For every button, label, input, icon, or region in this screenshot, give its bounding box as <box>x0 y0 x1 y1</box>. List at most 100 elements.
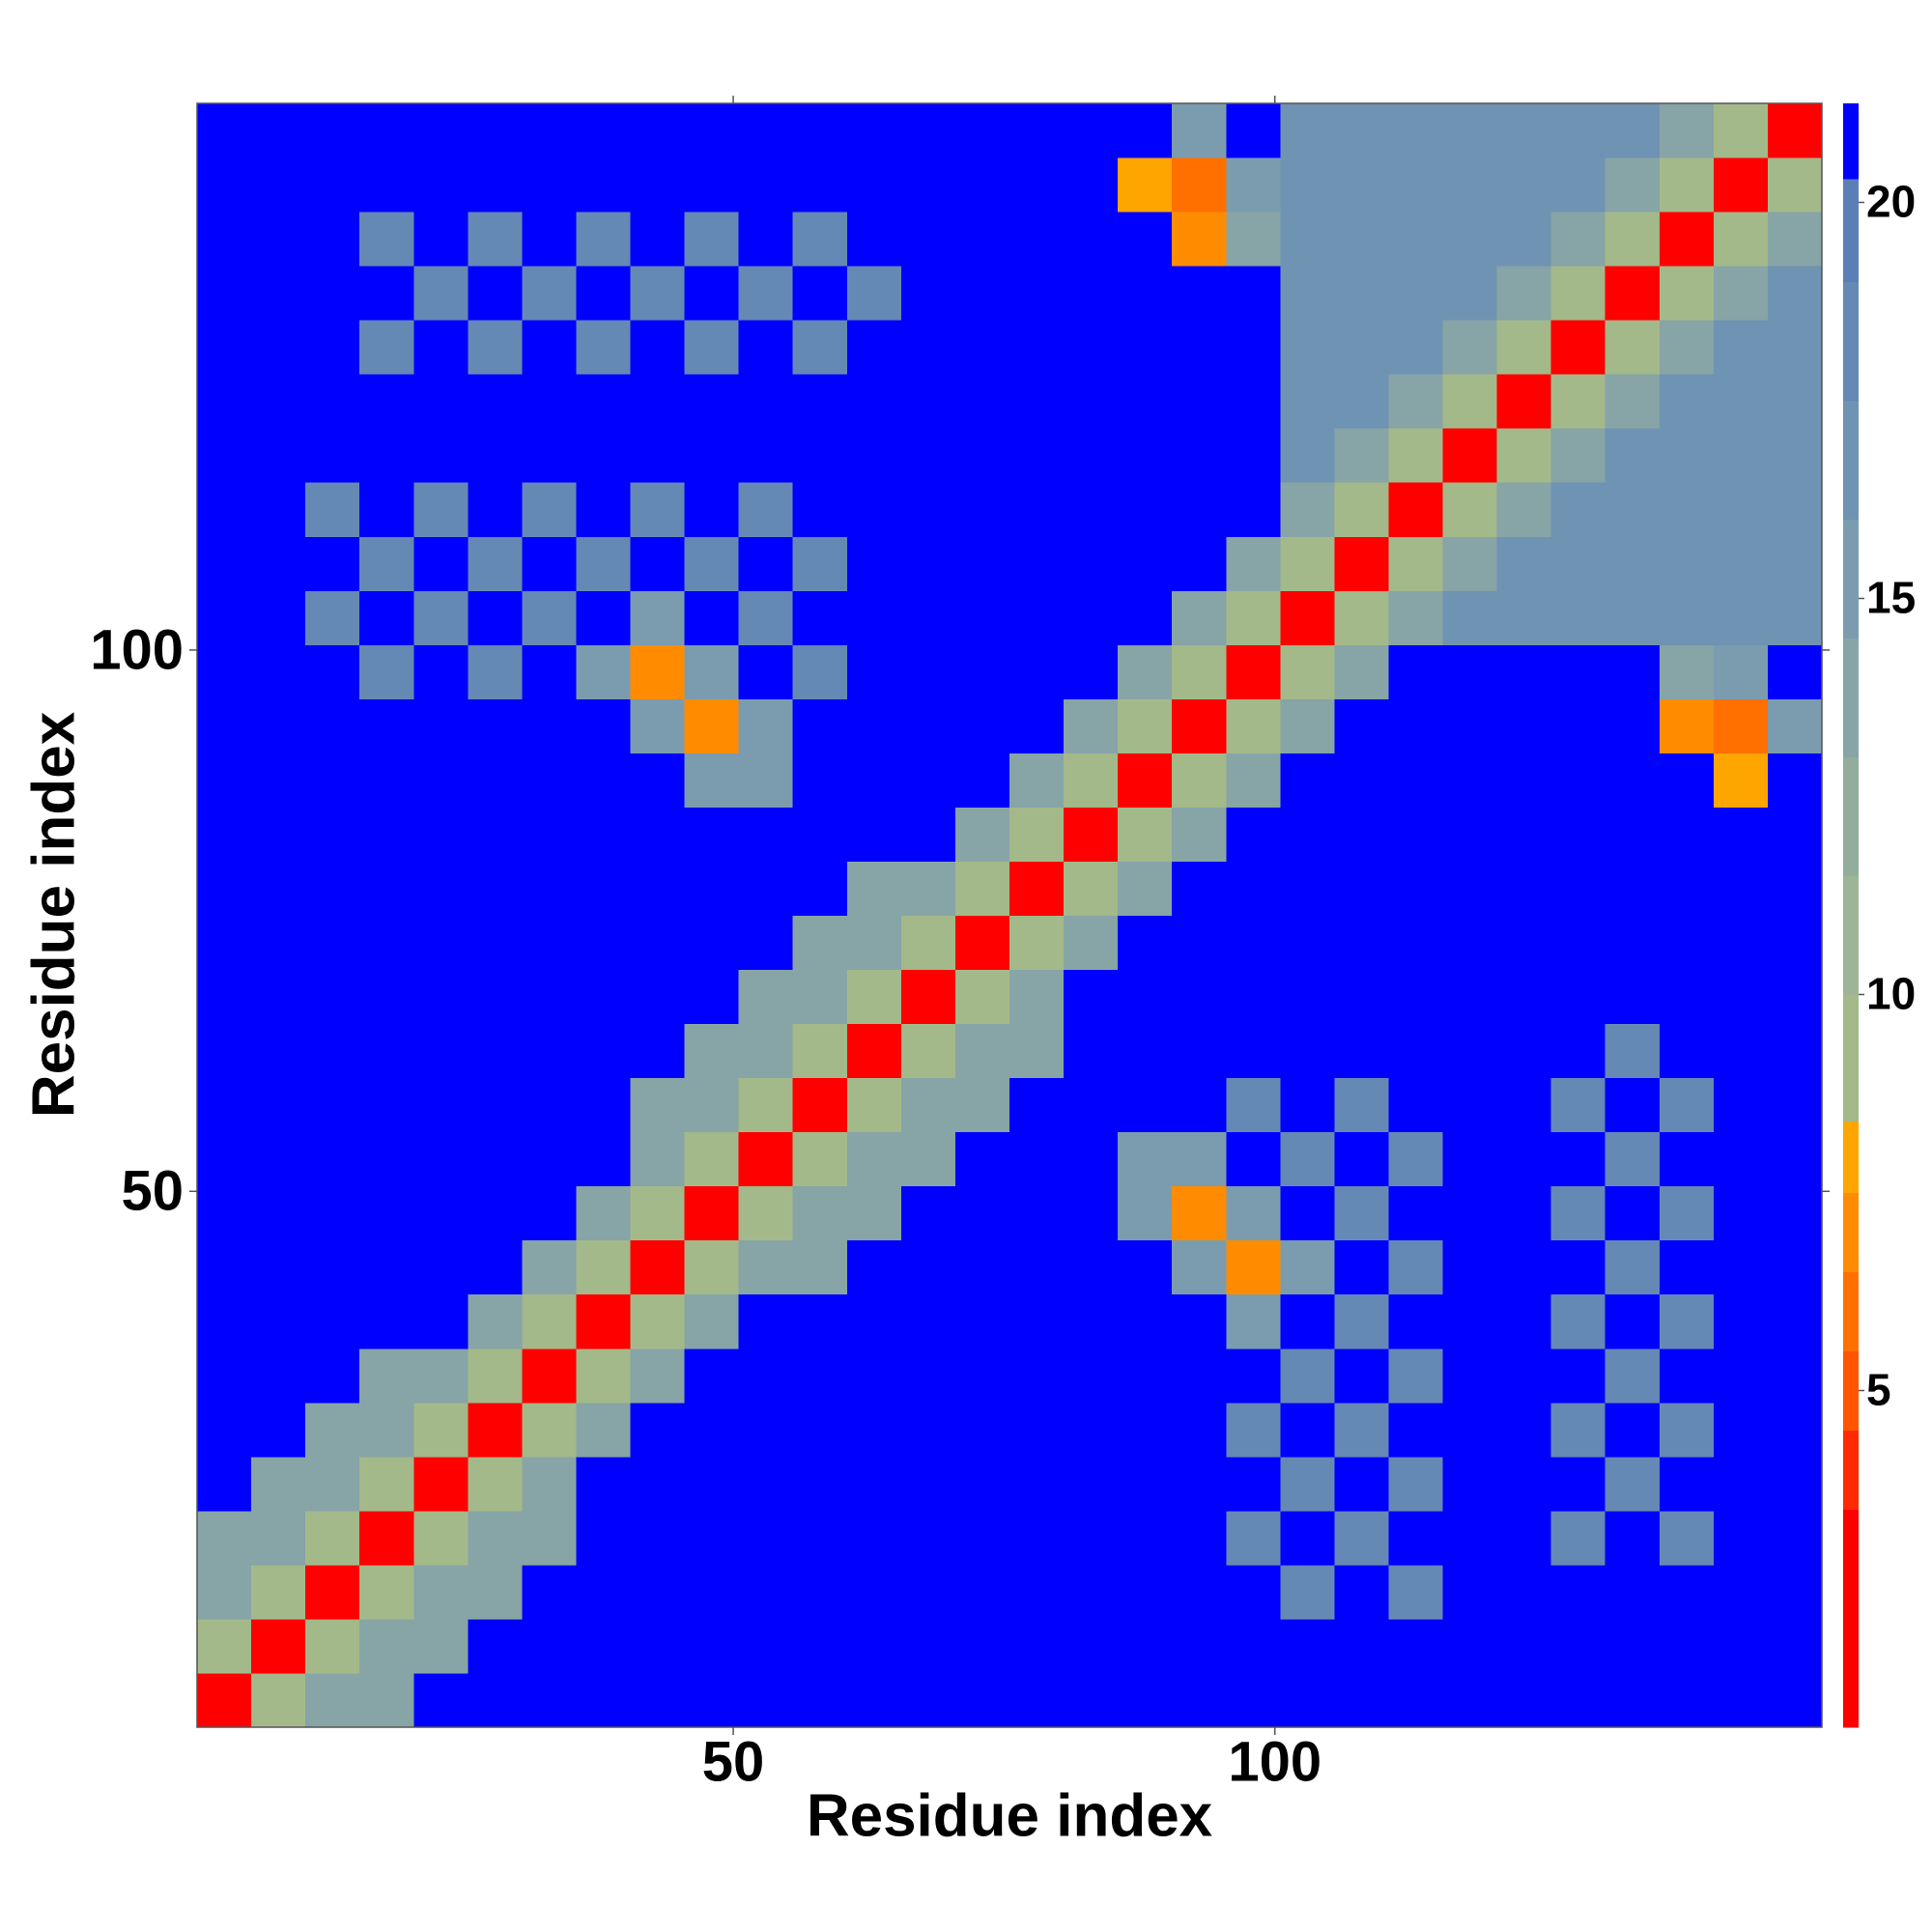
heat-cell <box>684 1672 740 1728</box>
heat-cell <box>1388 807 1444 862</box>
heat-cell <box>1118 1348 1173 1404</box>
heat-cell <box>468 482 523 537</box>
heat-cell <box>1550 969 1606 1025</box>
heat-cell <box>1496 157 1552 213</box>
heat-cell <box>1605 698 1661 753</box>
heat-cell <box>1280 1239 1335 1295</box>
heat-cell <box>359 969 414 1025</box>
heat-cell <box>576 1023 632 1079</box>
heat-cell <box>792 915 848 971</box>
heat-cell <box>413 1077 469 1133</box>
heat-cell <box>792 320 848 375</box>
heat-cell <box>1550 1293 1606 1350</box>
colorbar-segment <box>1843 1350 1859 1431</box>
heat-cell <box>1226 536 1281 591</box>
heat-cell <box>305 1293 360 1350</box>
heat-cell <box>1009 320 1065 375</box>
heat-cell <box>251 1510 306 1566</box>
heat-cell <box>1713 1402 1769 1458</box>
heat-cell <box>846 1402 902 1458</box>
heat-cell <box>1388 1564 1444 1620</box>
heat-cell <box>468 1672 523 1728</box>
heat-cell <box>630 1672 686 1728</box>
heat-cell <box>468 969 523 1025</box>
heat-cell <box>576 536 632 591</box>
heat-cell <box>1550 103 1606 158</box>
heat-cell <box>1605 374 1661 429</box>
heat-cell <box>305 1456 360 1512</box>
heat-cell <box>1767 698 1823 753</box>
heat-cell <box>792 1023 848 1079</box>
heat-cell <box>1496 969 1552 1025</box>
heat-cell <box>197 1077 252 1133</box>
heat-cell <box>1659 861 1715 916</box>
heat-cell <box>1442 969 1498 1025</box>
heat-cell <box>197 103 252 158</box>
heat-cell <box>684 482 740 537</box>
heat-cell <box>1172 374 1227 429</box>
heat-cell <box>684 212 740 267</box>
heat-cell <box>1496 374 1552 429</box>
heat-cell <box>1280 1348 1335 1404</box>
heat-cell <box>1334 536 1389 591</box>
heat-cell <box>1442 753 1498 808</box>
colorbar-segment <box>1843 103 1859 180</box>
heat-cell <box>1334 807 1389 862</box>
heat-cell <box>1550 753 1606 808</box>
heat-cell <box>197 1131 252 1187</box>
heat-cell <box>1009 212 1065 267</box>
heat-cell <box>900 807 956 862</box>
heat-cell <box>738 969 794 1025</box>
heat-cell <box>1388 1023 1444 1079</box>
heat-cell <box>305 428 360 483</box>
heat-cell <box>359 1672 414 1728</box>
heat-cell <box>522 157 577 213</box>
heat-cell <box>1496 1456 1552 1512</box>
heat-cell <box>413 1023 469 1079</box>
heat-cell <box>846 807 902 862</box>
heat-cell <box>251 1618 306 1674</box>
heat-cell <box>1767 374 1823 429</box>
heat-cell <box>1064 1185 1119 1241</box>
heat-cell <box>954 374 1010 429</box>
heat-cell <box>1172 1077 1227 1133</box>
heat-cell <box>738 1564 794 1620</box>
heat-cell <box>1172 969 1227 1025</box>
heat-cell <box>684 698 740 753</box>
heat-cell <box>900 374 956 429</box>
heat-cell <box>413 212 469 267</box>
heat-cell <box>1605 1185 1661 1241</box>
heat-cell <box>522 644 577 699</box>
heat-cell <box>576 753 632 808</box>
heat-cell <box>251 428 306 483</box>
heat-cell <box>1659 1618 1715 1674</box>
heat-cell <box>1280 698 1335 753</box>
heat-cell <box>1226 374 1281 429</box>
heat-cell <box>954 1077 1010 1133</box>
heat-cell <box>1388 969 1444 1025</box>
heat-cell <box>1226 1185 1281 1241</box>
heat-cell <box>1334 266 1389 321</box>
heat-cell <box>1659 482 1715 537</box>
heat-cell <box>1605 212 1661 267</box>
heat-cell <box>1713 1510 1769 1566</box>
heat-cell <box>738 320 794 375</box>
heat-cell <box>738 157 794 213</box>
heat-cell <box>197 807 252 862</box>
heat-cell <box>1605 1077 1661 1133</box>
heat-cell <box>1009 266 1065 321</box>
heat-cell <box>305 212 360 267</box>
heat-cell <box>1713 1239 1769 1295</box>
heat-cell <box>846 1239 902 1295</box>
heat-cell <box>1713 969 1769 1025</box>
heat-cell <box>576 1239 632 1295</box>
heat-cell <box>1767 1510 1823 1566</box>
heat-cell <box>1226 644 1281 699</box>
heat-cell <box>197 861 252 916</box>
heat-cell <box>792 1456 848 1512</box>
heat-cell <box>1388 1293 1444 1350</box>
heat-cell <box>359 1348 414 1404</box>
heat-cell <box>954 915 1010 971</box>
heat-cell <box>1064 103 1119 158</box>
colorbar-segment <box>1843 400 1859 520</box>
